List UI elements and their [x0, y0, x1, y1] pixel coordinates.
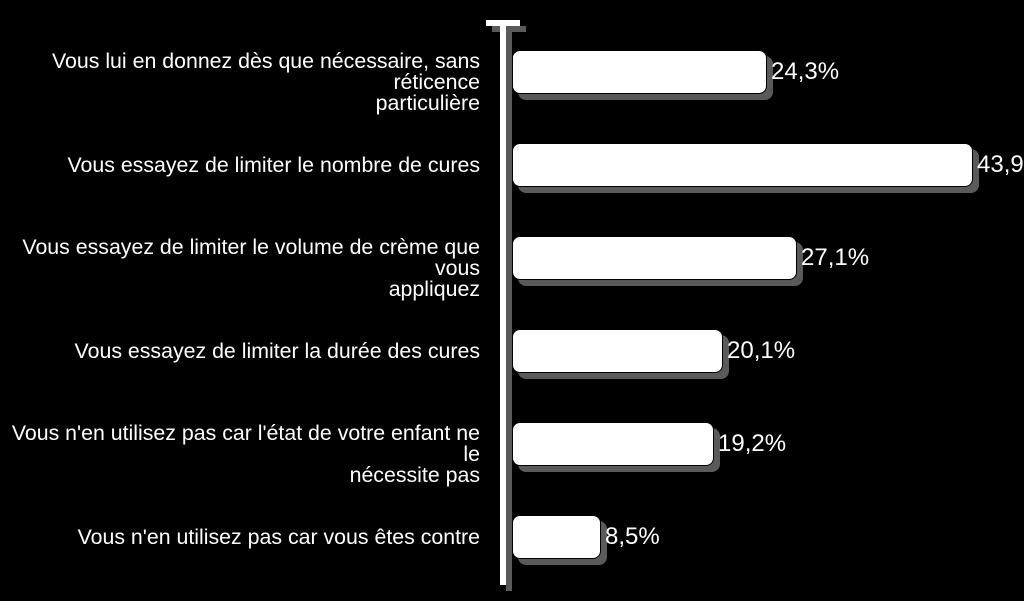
- bar-label: Vous essayez de limiter le volume de crè…: [0, 237, 480, 300]
- bar-label: Vous essayez de limiter le nombre de cur…: [0, 155, 480, 176]
- horizontal-bar-chart: Vous lui en donnez dès que nécessaire, s…: [0, 0, 1024, 601]
- bar: [512, 143, 973, 187]
- bar: [512, 236, 797, 280]
- bar-label: Vous lui en donnez dès que nécessaire, s…: [0, 51, 480, 114]
- bar-label: Vous essayez de limiter la durée des cur…: [0, 341, 480, 362]
- y-axis-line: [500, 20, 506, 585]
- bar: [512, 329, 723, 373]
- bar-label: Vous n'en utilisez pas car l'état de vot…: [0, 423, 480, 486]
- bar-value: 24,3%: [771, 58, 839, 86]
- bar-label: Vous n'en utilisez pas car vous êtes con…: [0, 527, 480, 548]
- bar: [512, 50, 767, 94]
- y-axis-top-cap: [486, 20, 520, 26]
- bar-value: 27,1%: [801, 244, 869, 272]
- axis-shadow: [506, 26, 512, 591]
- bar-value: 19,2%: [718, 430, 786, 458]
- bar-value: 8,5%: [605, 523, 660, 551]
- bar: [512, 515, 601, 559]
- axis-cap-shadow: [492, 26, 526, 32]
- bar-value: 20,1%: [727, 337, 795, 365]
- bar-value: 43,9%: [977, 151, 1024, 179]
- bar: [512, 422, 714, 466]
